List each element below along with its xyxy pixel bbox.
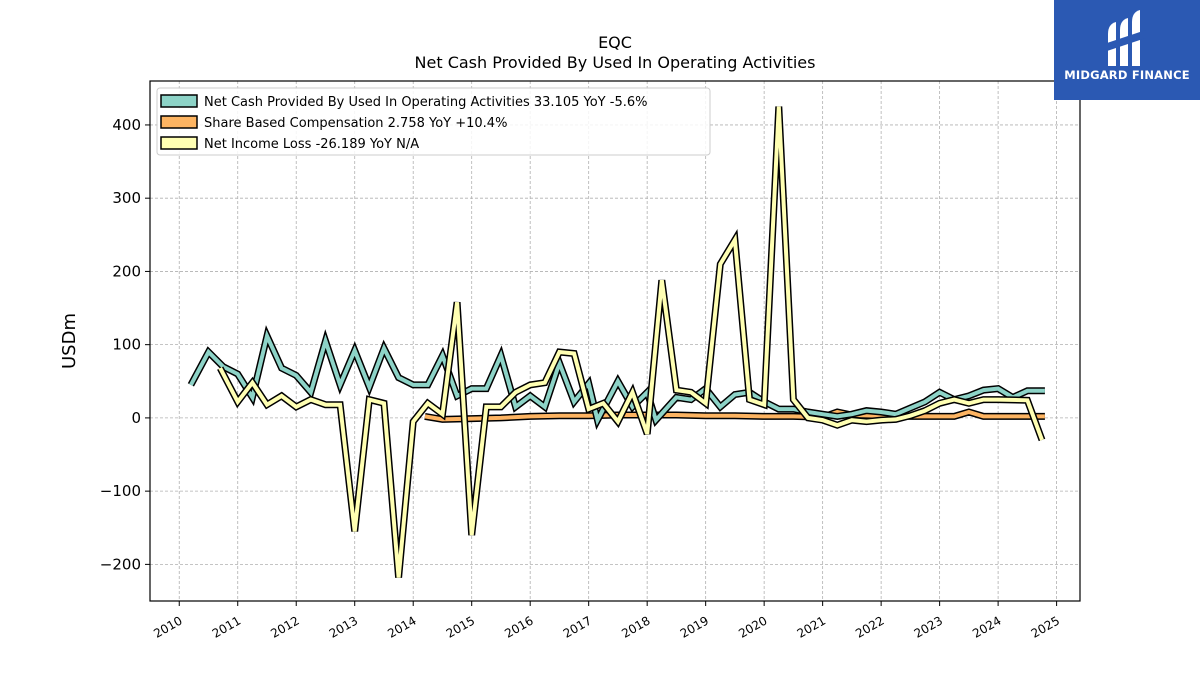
legend: Net Cash Provided By Used In Operating A… [156,87,711,156]
midgard-finance-logo: MIDGARD FINANCE [1054,0,1200,100]
y-tick-label: −100 [100,482,141,500]
logo-mark-icon [1104,10,1146,66]
legend-label: Share Based Compensation 2.758 YoY +10.4… [204,116,507,131]
chart-title: EQC [598,33,632,52]
y-tick-label: 400 [112,116,141,134]
y-tick-label: −200 [100,555,141,573]
y-tick-label: 200 [112,262,141,280]
series-line-share-based-compensation [424,409,1045,422]
legend-box [156,87,711,156]
logo-brand-text: MIDGARD FINANCE [1064,68,1190,82]
series-layer [187,106,1046,578]
series-line-net-income-loss [218,106,1044,578]
legend-label: Net Cash Provided By Used In Operating A… [204,95,647,110]
legend-label: Net Income Loss -26.189 YoY N/A [204,137,419,152]
legend-swatch [160,94,198,108]
legend-swatch [160,115,198,129]
chart-subtitle: Net Cash Provided By Used In Operating A… [415,53,816,72]
series-line-net-cash-provided-by-used-in-operating-activities [189,329,1045,426]
y-tick-label: 300 [112,189,141,207]
plot-frame [149,80,1081,602]
y-tick-label: 0 [131,409,141,427]
legend-swatch [160,136,198,150]
y-tick-label: 100 [112,336,141,354]
y-axis-label: USDm [59,313,80,369]
